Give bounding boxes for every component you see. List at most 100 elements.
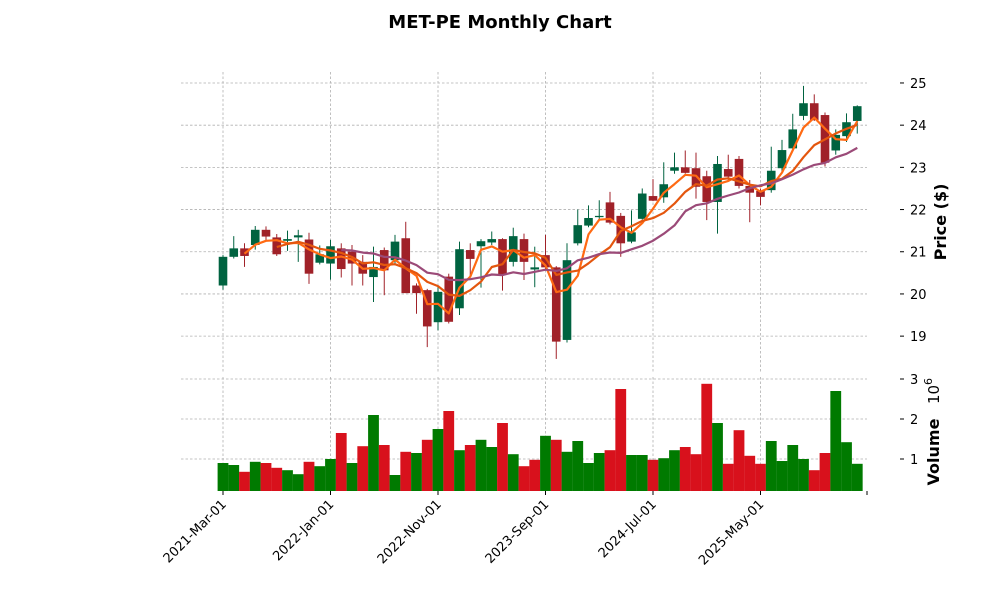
volume-exponent-power: 6 (922, 378, 935, 385)
volume-bar (228, 465, 240, 491)
volume-bar (798, 459, 809, 491)
candle-body (788, 129, 798, 149)
candle (358, 255, 368, 286)
volume-bar (841, 442, 852, 491)
candle-body (487, 239, 497, 243)
volume-bar (249, 461, 261, 491)
volume-bar (475, 439, 487, 491)
volume-bar (325, 459, 336, 491)
candle-body (261, 229, 271, 237)
moving-average-12-line (341, 146, 858, 282)
candle-body (659, 184, 669, 198)
candle-body (476, 241, 486, 247)
x-tick-label: 2021-Mar-01 (161, 497, 230, 566)
candle (336, 243, 346, 278)
candle-body (756, 190, 765, 197)
volume-bar (421, 439, 433, 491)
volume-bar (658, 458, 670, 491)
candle-body (584, 217, 593, 226)
candle (616, 212, 626, 257)
candle-body (627, 232, 636, 242)
volume-bar (712, 423, 723, 491)
volume-bar (819, 453, 831, 491)
volume-bar (540, 435, 551, 491)
candle (852, 105, 862, 134)
price-axis-label: Price ($) (931, 184, 950, 261)
candle (788, 113, 798, 151)
volume-bar (593, 453, 605, 491)
volume-bar (787, 445, 799, 491)
candle (734, 155, 744, 189)
candle (723, 154, 733, 181)
volume-bar (744, 455, 756, 491)
volume-bar (443, 411, 455, 491)
chart-title: MET-PE Monthly Chart (388, 12, 612, 33)
candle (412, 283, 421, 314)
candle-body (283, 239, 292, 241)
volume-tick-label: 1 (910, 453, 918, 468)
candle (551, 266, 561, 359)
candle (637, 188, 647, 220)
candle (293, 229, 303, 262)
candle (240, 243, 249, 267)
candle-body (530, 267, 540, 270)
candle (702, 170, 712, 221)
volume-tick-label: 2 (910, 413, 918, 428)
volume-exponent-base: 10 (925, 385, 943, 404)
volume-bar (357, 446, 369, 491)
volume-bar (765, 441, 777, 491)
candle (799, 85, 808, 121)
volume-bar (217, 463, 229, 491)
volume-bar (378, 445, 390, 491)
candle-body (444, 276, 454, 322)
volume-bar (497, 423, 508, 491)
volume-bar (733, 430, 745, 491)
price-tick-label: 24 (910, 119, 927, 134)
candle-body (369, 266, 378, 278)
moving-average-3-line (243, 116, 859, 315)
candle (648, 179, 658, 202)
volume-bar (518, 466, 530, 491)
candle-body (412, 285, 421, 294)
volume-bar (314, 466, 326, 491)
volume-bar (851, 463, 863, 491)
candle (670, 152, 679, 174)
candle-body (498, 239, 507, 275)
volume-bar (400, 451, 412, 491)
candle-body (680, 167, 690, 173)
candle-body (379, 250, 389, 271)
volume-bar (464, 445, 476, 491)
volume-bar (572, 441, 584, 491)
candle (283, 230, 292, 251)
candle (433, 285, 443, 331)
candle (218, 255, 228, 290)
volume-bar (346, 463, 358, 491)
volume-bar (679, 447, 691, 491)
candle-body (326, 246, 335, 264)
volume-bar (626, 455, 637, 491)
candle-body (562, 260, 572, 340)
candle (465, 243, 475, 277)
candle (272, 234, 282, 256)
price-tick-label: 21 (910, 246, 927, 261)
volume-bar (808, 470, 820, 491)
candle-body (648, 196, 658, 201)
volume-bar (432, 429, 444, 491)
volume-bar (486, 447, 498, 491)
candle (455, 241, 464, 316)
price-tick-label: 25 (910, 77, 927, 92)
candle-body (272, 237, 282, 255)
candle-body (605, 202, 615, 223)
candle (562, 243, 572, 343)
candle (261, 226, 271, 241)
candle-body (293, 235, 303, 238)
candle-body (723, 169, 733, 177)
candle (573, 209, 583, 246)
candle (680, 150, 690, 174)
volume-bar (260, 463, 272, 491)
volume-bar (411, 453, 422, 491)
candle-body (519, 239, 529, 262)
x-tick-label: 2024-Jul-01 (596, 497, 660, 561)
candle (229, 236, 239, 259)
candle-body (240, 248, 249, 256)
